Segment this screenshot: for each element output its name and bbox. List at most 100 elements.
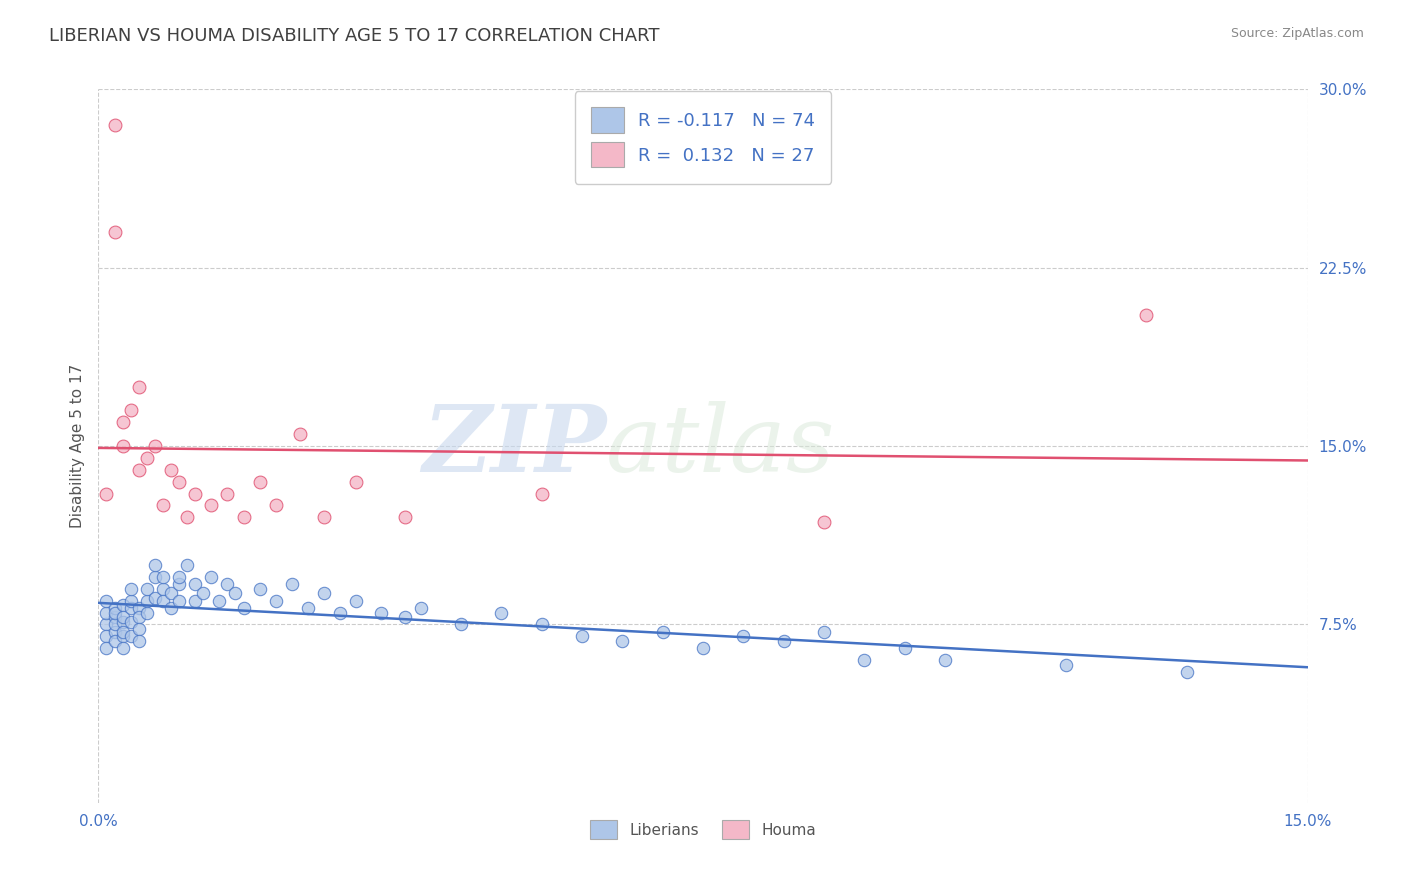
Point xyxy=(111,415,134,429)
Point xyxy=(160,586,183,600)
Point xyxy=(143,439,166,453)
Point xyxy=(135,606,157,620)
Point xyxy=(120,582,142,596)
Point xyxy=(135,450,157,465)
Legend: Liberians, Houma: Liberians, Houma xyxy=(583,814,823,845)
Point xyxy=(200,570,222,584)
Point xyxy=(120,615,142,629)
Point xyxy=(167,593,190,607)
Text: LIBERIAN VS HOUMA DISABILITY AGE 5 TO 17 CORRELATION CHART: LIBERIAN VS HOUMA DISABILITY AGE 5 TO 17… xyxy=(49,27,659,45)
Point xyxy=(111,624,134,639)
Point xyxy=(111,629,134,643)
Point xyxy=(281,577,304,591)
Point xyxy=(249,582,271,596)
Point xyxy=(1135,308,1157,322)
Point xyxy=(111,610,134,624)
Point xyxy=(96,641,118,656)
Point xyxy=(217,577,239,591)
Point xyxy=(314,586,336,600)
Point xyxy=(232,600,254,615)
Point xyxy=(1054,657,1077,672)
Point xyxy=(152,570,174,584)
Point xyxy=(208,593,231,607)
Point xyxy=(370,606,392,620)
Point xyxy=(893,641,915,656)
Point xyxy=(143,558,166,572)
Point xyxy=(167,570,190,584)
Point xyxy=(103,617,125,632)
Point xyxy=(128,463,150,477)
Point xyxy=(143,591,166,606)
Point xyxy=(120,593,142,607)
Point xyxy=(571,629,593,643)
Point xyxy=(152,499,174,513)
Point xyxy=(184,593,207,607)
Point xyxy=(103,624,125,639)
Point xyxy=(176,510,198,524)
Point xyxy=(232,510,254,524)
Text: ZIP: ZIP xyxy=(422,401,606,491)
Point xyxy=(128,600,150,615)
Point xyxy=(264,593,287,607)
Point xyxy=(1175,665,1198,679)
Point xyxy=(135,582,157,596)
Point xyxy=(344,475,367,489)
Point xyxy=(450,617,472,632)
Point xyxy=(200,499,222,513)
Point xyxy=(692,641,714,656)
Point xyxy=(120,629,142,643)
Point xyxy=(314,510,336,524)
Point xyxy=(96,617,118,632)
Text: atlas: atlas xyxy=(606,401,835,491)
Point xyxy=(128,610,150,624)
Point xyxy=(772,634,794,648)
Point xyxy=(193,586,215,600)
Point xyxy=(135,593,157,607)
Point xyxy=(128,634,150,648)
Point xyxy=(329,606,352,620)
Point xyxy=(160,600,183,615)
Point xyxy=(111,439,134,453)
Point xyxy=(264,499,287,513)
Point xyxy=(733,629,755,643)
Point xyxy=(103,634,125,648)
Y-axis label: Disability Age 5 to 17: Disability Age 5 to 17 xyxy=(69,364,84,528)
Point xyxy=(103,610,125,624)
Point xyxy=(530,617,553,632)
Point xyxy=(853,653,876,667)
Point xyxy=(297,600,319,615)
Point xyxy=(152,582,174,596)
Point xyxy=(344,593,367,607)
Point xyxy=(96,606,118,620)
Point xyxy=(152,593,174,607)
Point xyxy=(394,510,416,524)
Point xyxy=(103,606,125,620)
Point xyxy=(530,486,553,500)
Point xyxy=(96,486,118,500)
Point xyxy=(96,593,118,607)
Point xyxy=(813,515,835,529)
Point xyxy=(103,118,125,132)
Point xyxy=(217,486,239,500)
Point xyxy=(160,463,183,477)
Point xyxy=(111,615,134,629)
Point xyxy=(176,558,198,572)
Text: Source: ZipAtlas.com: Source: ZipAtlas.com xyxy=(1230,27,1364,40)
Point xyxy=(409,600,432,615)
Point xyxy=(813,624,835,639)
Point xyxy=(167,577,190,591)
Point xyxy=(120,403,142,417)
Point xyxy=(651,624,673,639)
Point xyxy=(120,600,142,615)
Point xyxy=(249,475,271,489)
Point xyxy=(143,570,166,584)
Point xyxy=(224,586,246,600)
Point xyxy=(184,577,207,591)
Point xyxy=(394,610,416,624)
Point xyxy=(96,629,118,643)
Point xyxy=(184,486,207,500)
Point xyxy=(128,622,150,636)
Point xyxy=(288,427,311,442)
Point xyxy=(103,600,125,615)
Point xyxy=(167,475,190,489)
